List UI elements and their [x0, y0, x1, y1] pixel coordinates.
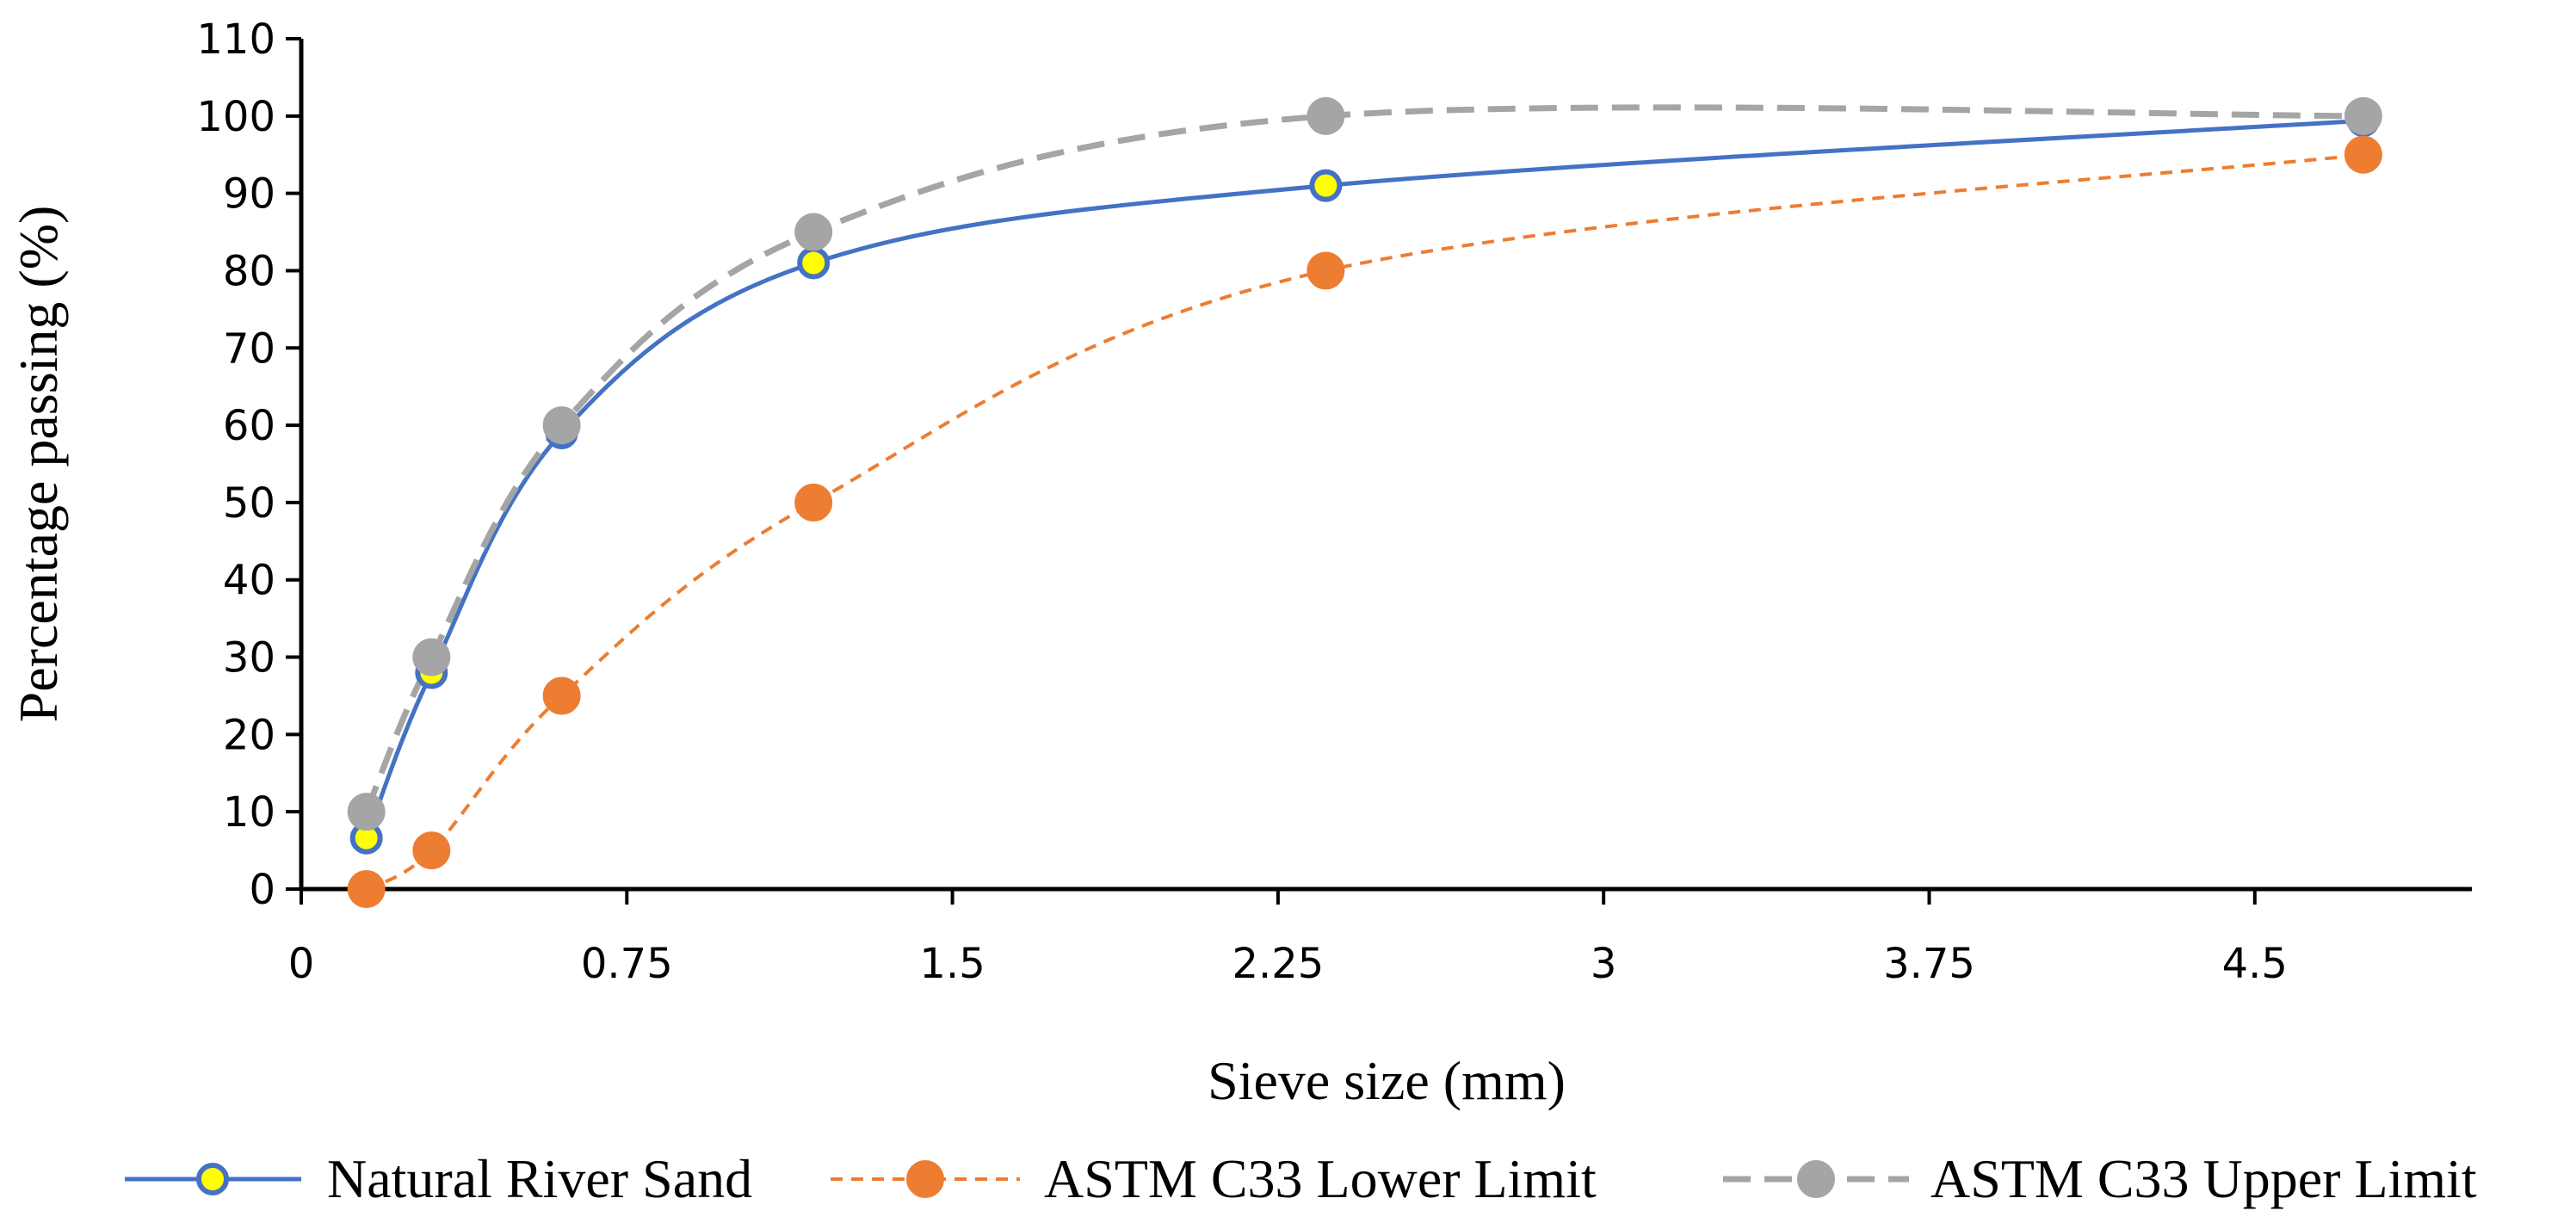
data-point-upper-limit	[794, 213, 833, 251]
data-point-upper-limit	[1307, 96, 1345, 135]
series-line-2	[363, 104, 2363, 813]
y-tick-label: 80	[223, 247, 275, 295]
data-point-lower-limit	[2344, 135, 2382, 174]
series-line-1	[365, 152, 2364, 891]
legend-marker-natural-river-sand	[196, 1163, 229, 1195]
x-tick-label: 3	[1591, 940, 1617, 988]
markers	[347, 96, 2382, 908]
data-point-lower-limit	[347, 870, 386, 908]
data-point-natural-river-sand	[1309, 169, 1343, 202]
data-point-upper-limit	[412, 638, 451, 676]
legend: Natural River Sand ASTM C33 Lower Limit AS…	[125, 1148, 2477, 1209]
y-tick-label: 40	[223, 557, 275, 605]
x-tick-label: 1.5	[919, 940, 985, 988]
y-tick-label: 50	[223, 479, 275, 528]
data-point-upper-limit	[2344, 96, 2382, 135]
y-tick-label: 70	[223, 324, 275, 373]
legend-label: ASTM C33 Upper Limit	[1930, 1148, 2477, 1209]
y-axis-title: Percentage passing (%)	[8, 206, 69, 723]
x-axis-title: Sieve size (mm)	[1208, 1050, 1566, 1111]
data-point-upper-limit	[347, 793, 386, 831]
labels: 0 10 20 30 40 50 60 70 80 90 100 110 0 0.75 1.5 2.25 3 3.…	[8, 15, 2288, 1111]
y-tick-label: 90	[223, 170, 275, 219]
x-tick-label: 4.5	[2222, 940, 2288, 988]
series-line-0	[364, 118, 2364, 839]
y-tick-label: 10	[223, 788, 275, 837]
axes	[286, 37, 2472, 905]
legend-marker-lower-limit	[906, 1160, 944, 1198]
data-point-upper-limit	[542, 406, 581, 445]
data-point-lower-limit	[794, 483, 833, 522]
y-tick-label: 100	[196, 93, 275, 141]
y-tick-label: 30	[223, 634, 275, 683]
x-tick-label: 0.75	[581, 940, 673, 988]
legend-label: Natural River Sand	[327, 1148, 752, 1209]
data-point-natural-river-sand	[797, 246, 831, 280]
data-point-lower-limit	[542, 676, 581, 715]
x-tick-label: 3.75	[1883, 940, 1975, 988]
x-tick-label: 2.25	[1232, 940, 1324, 988]
data-point-lower-limit	[1307, 251, 1345, 290]
x-tick-label: 0	[288, 940, 315, 988]
legend-marker-upper-limit	[1797, 1160, 1835, 1198]
y-tick-label: 20	[223, 711, 275, 759]
plot-lines	[363, 104, 2364, 891]
legend-label: ASTM C33 Lower Limit	[1044, 1148, 1597, 1209]
y-tick-label: 60	[223, 402, 275, 450]
data-point-lower-limit	[412, 831, 451, 870]
y-tick-label: 110	[196, 15, 275, 64]
y-tick-label: 0	[249, 866, 275, 914]
